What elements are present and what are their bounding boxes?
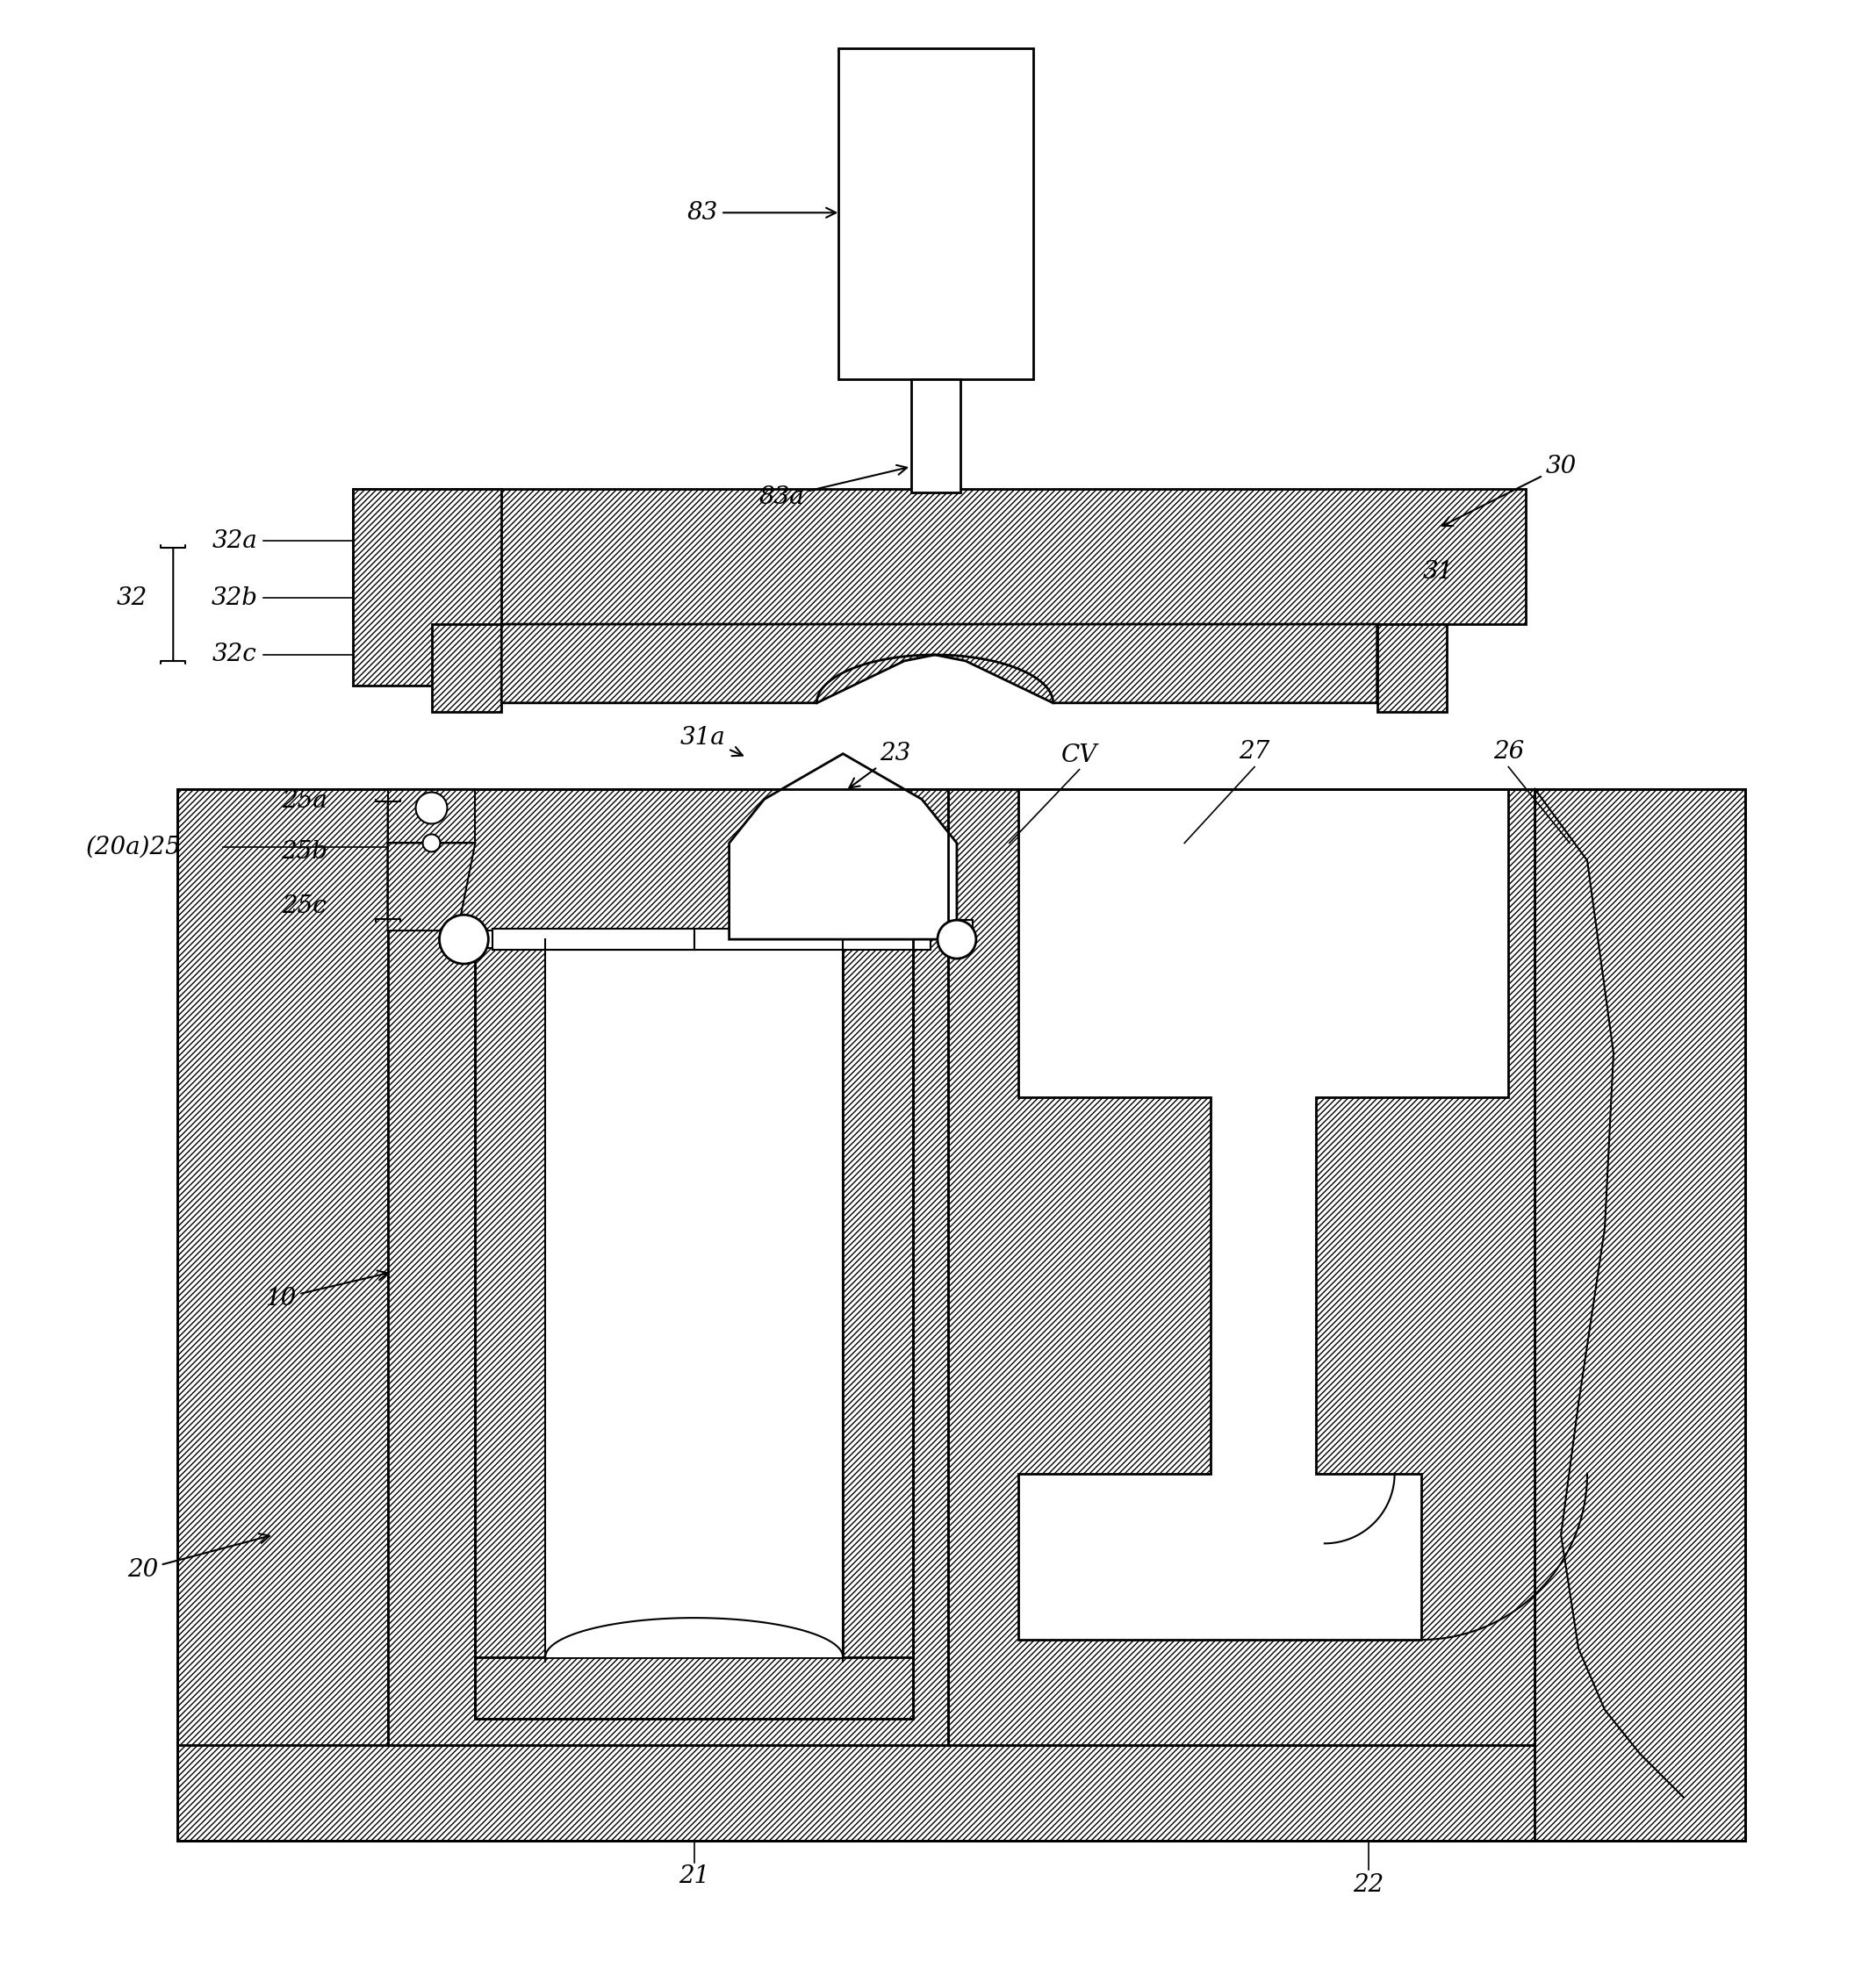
Polygon shape: [178, 1746, 1745, 1842]
Bar: [912, 380, 961, 492]
Polygon shape: [353, 490, 501, 685]
Text: 32c: 32c: [212, 644, 257, 667]
Circle shape: [938, 921, 976, 958]
Text: 25b: 25b: [281, 840, 328, 864]
Polygon shape: [388, 789, 947, 1746]
Bar: [493, 929, 694, 951]
Text: 32: 32: [116, 586, 148, 610]
Polygon shape: [353, 490, 1525, 624]
Text: 21: 21: [679, 1864, 709, 1887]
Text: 22: 22: [1353, 1874, 1384, 1897]
Polygon shape: [1535, 789, 1745, 1842]
Text: 23: 23: [850, 742, 912, 787]
Circle shape: [439, 915, 488, 964]
Bar: [546, 939, 842, 1657]
Bar: [694, 929, 930, 951]
Polygon shape: [431, 624, 501, 712]
Circle shape: [416, 793, 446, 825]
Polygon shape: [501, 624, 1377, 703]
Polygon shape: [730, 754, 957, 939]
Text: (20a)25: (20a)25: [86, 836, 182, 860]
Polygon shape: [475, 939, 546, 1718]
Text: 20: 20: [128, 1533, 270, 1582]
Text: 30: 30: [1443, 455, 1576, 525]
Bar: [946, 921, 972, 943]
Text: 27: 27: [1238, 740, 1270, 764]
Polygon shape: [1019, 789, 1508, 1639]
Text: 32a: 32a: [212, 529, 257, 553]
Polygon shape: [178, 789, 388, 1842]
Bar: [839, 47, 1034, 380]
Bar: [839, 931, 917, 949]
Circle shape: [422, 834, 441, 852]
Text: 83: 83: [687, 201, 837, 224]
Polygon shape: [1377, 624, 1446, 712]
Text: 26: 26: [1493, 740, 1523, 764]
Text: 31: 31: [1422, 559, 1454, 583]
Polygon shape: [842, 939, 914, 1718]
Text: CV: CV: [1062, 744, 1097, 768]
Polygon shape: [388, 789, 475, 842]
Bar: [471, 931, 550, 949]
Text: 25c: 25c: [281, 893, 326, 917]
Polygon shape: [947, 789, 1535, 1746]
Text: 32b: 32b: [212, 586, 257, 610]
Polygon shape: [475, 1657, 914, 1718]
Polygon shape: [388, 842, 475, 931]
Text: 25a: 25a: [281, 789, 326, 813]
Text: 31a: 31a: [681, 726, 743, 756]
Text: 83a: 83a: [760, 464, 906, 510]
Text: 10: 10: [265, 1271, 388, 1311]
Bar: [546, 939, 842, 1657]
